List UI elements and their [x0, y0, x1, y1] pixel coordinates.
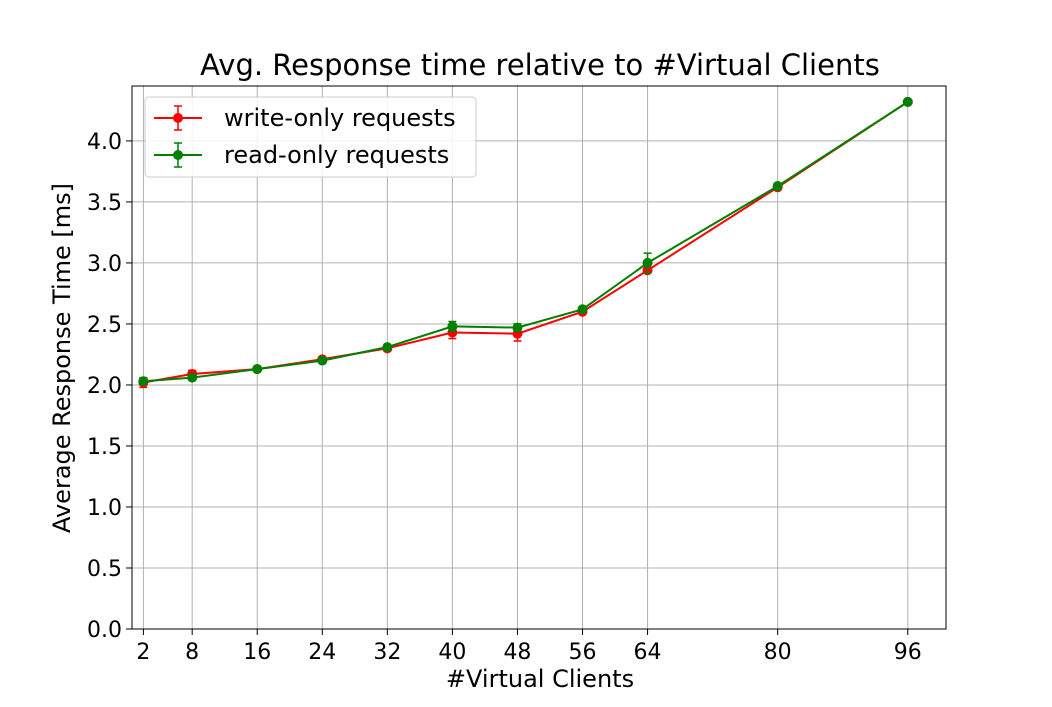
x-tick-label: 64: [634, 640, 662, 665]
legend: write-only requests read-only requests: [144, 96, 477, 178]
data-point: [447, 321, 458, 332]
y-axis-label: Average Response Time [ms]: [48, 183, 76, 533]
x-tick-label: 8: [185, 640, 199, 665]
legend-marker: [173, 150, 183, 160]
y-tick-label: 4.0: [87, 130, 122, 155]
y-tick-label: 2.5: [87, 313, 122, 338]
y-tick-label: 3.0: [87, 252, 122, 277]
x-tick-label: 32: [373, 640, 401, 665]
legend-label: read-only requests: [224, 141, 449, 169]
legend-label: write-only requests: [224, 104, 456, 132]
y-tick-label: 2.0: [87, 374, 122, 399]
data-point: [252, 364, 263, 375]
data-point: [382, 342, 393, 353]
legend-item: read-only requests: [154, 141, 449, 169]
data-point: [772, 181, 783, 192]
legend-box: [144, 96, 477, 178]
data-point: [187, 372, 198, 383]
x-tick-label: 40: [438, 640, 466, 665]
data-point: [317, 355, 328, 366]
data-point: [642, 257, 653, 268]
legend-marker: [173, 113, 183, 123]
chart-title: Avg. Response time relative to #Virtual …: [200, 48, 880, 82]
data-point: [138, 376, 149, 387]
x-tick-label: 24: [308, 640, 336, 665]
series-layer: [138, 96, 913, 389]
legend-item: write-only requests: [154, 104, 456, 132]
x-axis-label: #Virtual Clients: [446, 665, 634, 693]
plot-frame: [131, 85, 947, 630]
x-tick-label: 96: [894, 640, 922, 665]
y-tick-label: 1.0: [87, 496, 122, 521]
y-tick-label: 1.5: [87, 435, 122, 460]
data-point: [512, 322, 523, 333]
y-tick-label: 0.5: [87, 557, 122, 582]
y-tick-label: 3.5: [87, 191, 122, 216]
x-tick-label: 56: [569, 640, 597, 665]
ticks: 0.0 0.5 1.0 1.5 2.0 2.5 3.0 3.5 4.0 2 8 16 24 32 40 48 5…: [87, 130, 922, 665]
x-tick-label: 80: [764, 640, 792, 665]
y-tick-label: 0.0: [87, 618, 122, 643]
x-tick-label: 16: [243, 640, 271, 665]
series-1: [138, 96, 913, 387]
data-point: [577, 304, 588, 315]
data-point: [902, 96, 913, 107]
x-tick-label: 48: [503, 640, 531, 665]
x-tick-label: 2: [136, 640, 150, 665]
